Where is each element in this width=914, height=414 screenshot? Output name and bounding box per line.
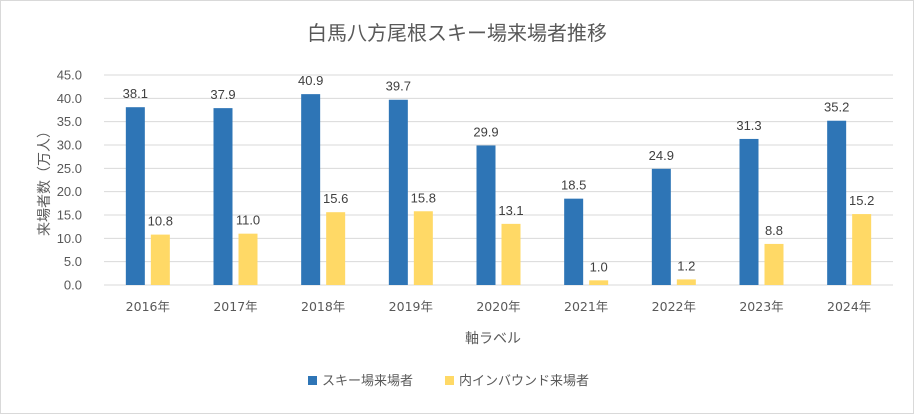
bars (125, 94, 872, 285)
bar-inbound-visitors (413, 211, 433, 285)
y-tick-label: 0.0 (64, 278, 82, 293)
legend-label-inbound-visitors: 内インバウンド来場者 (459, 373, 589, 389)
y-tick-label: 5.0 (64, 254, 82, 269)
data-label: 29.9 (473, 124, 498, 139)
bar-inbound-visitors (501, 223, 521, 285)
data-label: 24.9 (649, 148, 674, 163)
legend-label-ski-visitors: スキー場来場者 (322, 374, 413, 389)
y-axis-ticks: 0.0 5.0 10.0 15.0 20.0 25.0 30.0 35.0 40.0 45.0 (57, 68, 82, 293)
x-tick-label: 2023年 (739, 299, 783, 314)
data-label: 1.0 (590, 259, 608, 274)
y-tick-label: 25.0 (57, 161, 82, 176)
bar-ski-visitors (564, 198, 584, 285)
bar-ski-visitors (827, 120, 847, 285)
bar-inbound-visitors (676, 279, 696, 285)
y-tick-label: 35.0 (57, 114, 82, 129)
y-tick-label: 45.0 (57, 68, 82, 83)
legend-swatch-ski-visitors (308, 376, 317, 385)
y-tick-label: 20.0 (57, 184, 82, 199)
bar-ski-visitors (301, 94, 321, 285)
data-label: 39.7 (386, 79, 411, 94)
y-tick-label: 30.0 (57, 138, 82, 153)
bar-ski-visitors (388, 99, 408, 285)
bar-inbound-visitors (238, 233, 258, 285)
x-tick-label: 2016年 (126, 299, 170, 314)
bar-inbound-visitors (150, 234, 170, 285)
x-tick-label: 2019年 (389, 299, 433, 314)
data-label: 15.2 (849, 193, 874, 208)
data-label: 11.0 (236, 213, 260, 228)
data-label: 40.9 (298, 73, 323, 88)
data-label: 31.3 (736, 118, 761, 133)
bar-inbound-visitors (852, 214, 872, 285)
data-labels: 38.1 10.8 37.9 11.0 40.9 15.6 39.7 15.8 29.9 13.1… (123, 73, 875, 274)
bar-ski-visitors (739, 138, 759, 285)
y-tick-label: 15.0 (57, 208, 82, 223)
data-label: 18.5 (561, 178, 586, 193)
x-tick-label: 2020年 (476, 299, 520, 314)
gridlines (104, 74, 893, 286)
bar-ski-visitors (476, 145, 496, 285)
x-tick-label: 2022年 (652, 299, 696, 314)
x-tick-label: 2024年 (827, 299, 871, 314)
y-tick-label: 40.0 (57, 91, 82, 106)
y-tick-label: 10.0 (57, 231, 82, 246)
data-label: 8.8 (765, 223, 783, 238)
bar-inbound-visitors (764, 243, 784, 285)
x-tick-label: 2018年 (301, 299, 345, 314)
legend: スキー場来場者 内インバウンド来場者 (308, 373, 589, 389)
legend-swatch-inbound-visitors (445, 376, 454, 385)
bar-ski-visitors (125, 107, 145, 285)
data-label: 37.9 (210, 87, 235, 102)
bar-inbound-visitors (326, 212, 346, 285)
bar-ski-visitors (213, 108, 233, 285)
y-axis-title: 来場者数（万人） (37, 124, 53, 236)
x-axis-ticks: 2016年 2017年 2018年 2019年 2020年 2021年 2022年 2023年… (126, 299, 872, 314)
data-label: 10.8 (148, 214, 173, 229)
data-label: 1.2 (677, 258, 695, 273)
data-label: 35.2 (824, 100, 849, 115)
bar-inbound-visitors (589, 280, 609, 285)
data-label: 15.8 (411, 190, 436, 205)
x-axis-title: 軸ラベル (465, 331, 521, 347)
bar-ski-visitors (651, 168, 671, 285)
chart-title: 白馬八方尾根スキー場来場者推移 (307, 21, 607, 45)
data-label: 13.1 (498, 203, 523, 218)
x-tick-label: 2017年 (213, 299, 257, 314)
data-label: 38.1 (123, 86, 148, 101)
x-tick-label: 2021年 (564, 299, 608, 314)
data-label: 15.6 (323, 191, 348, 206)
